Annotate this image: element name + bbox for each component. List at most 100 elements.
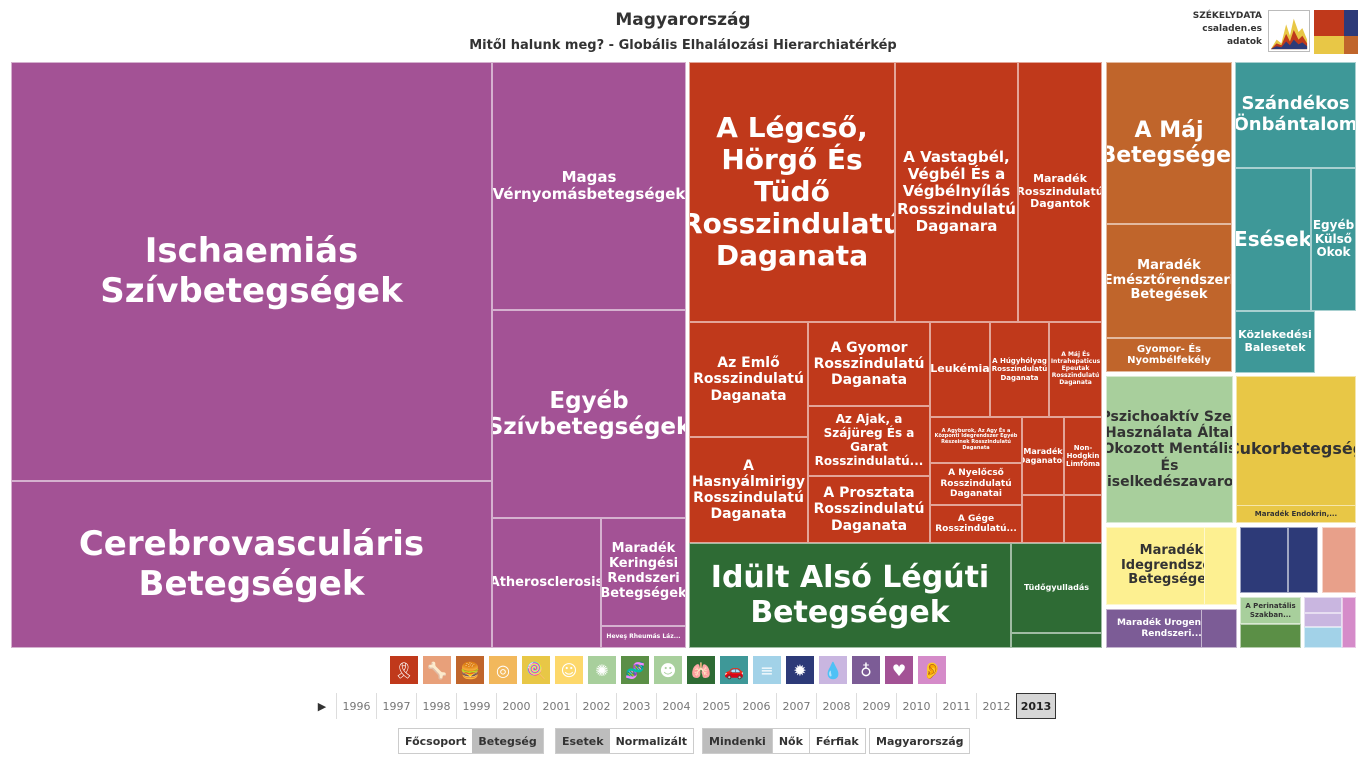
treemap-tile[interactable]: A Prosztata Rosszindulatú Daganata xyxy=(808,476,930,543)
year-button[interactable]: 2008 xyxy=(816,693,856,719)
year-button[interactable]: 2005 xyxy=(696,693,736,719)
car-icon[interactable]: 🚗 xyxy=(719,655,749,685)
ear-icon[interactable]: 👂 xyxy=(917,655,947,685)
treemap-tile[interactable]: Egyéb Szívbetegségek xyxy=(492,310,686,518)
treemap-small-tile[interactable] xyxy=(1304,597,1342,613)
list-icon[interactable]: ≡ xyxy=(752,655,782,685)
treemap-small-tile[interactable] xyxy=(1022,495,1064,543)
treemap-small-tile[interactable] xyxy=(1304,627,1342,648)
lollipop-icon[interactable]: 🍭 xyxy=(521,655,551,685)
brand-logo[interactable]: SZÉKELYDATA csaladen.es adatok xyxy=(1193,10,1358,54)
treemap-tile[interactable]: A Gyomor Rosszindulatú Daganata xyxy=(808,322,930,406)
toggle-focsoport[interactable]: Főcsoport xyxy=(405,734,467,748)
treemap-tile[interactable]: Atherosclerosis xyxy=(492,518,601,648)
kidney-icon[interactable]: ♁ xyxy=(851,655,881,685)
toggle-normalizalt[interactable]: Normalizált xyxy=(615,734,688,748)
treemap-tile[interactable]: Maradék Daganatok xyxy=(1022,417,1064,495)
year-button[interactable]: 2011 xyxy=(936,693,976,719)
treemap-tile[interactable]: Ischaemiás Szívbetegségek xyxy=(11,62,492,481)
microbe-icon[interactable]: ✹ xyxy=(785,655,815,685)
treemap-tile[interactable]: Tüdőgyulladás xyxy=(1011,543,1102,633)
treemap-tile[interactable]: Heveş Rheumás Láz... xyxy=(601,626,686,648)
toggle-ferfiak[interactable]: Férfiak xyxy=(808,729,865,753)
treemap-tile[interactable]: A Agyburok, Az Agy És a Központi Idegren… xyxy=(930,417,1022,463)
treemap-tile[interactable]: Az Ajak, a Szájüreg És a Garat Rosszindu… xyxy=(808,406,930,476)
treemap-small-tile[interactable] xyxy=(1064,495,1102,543)
treemap-tile[interactable]: Közlekedési Balesetek xyxy=(1235,311,1315,373)
treemap-tile[interactable]: Egyéb Külső Okok xyxy=(1311,168,1356,311)
treemap-tile[interactable]: Az Emlő Rosszindulatú Daganata xyxy=(689,322,808,437)
treemap-tile[interactable]: Idült Alsó Légúti Betegségek xyxy=(689,543,1011,648)
year-button[interactable]: 2013 xyxy=(1016,693,1056,719)
toggle-betegseg[interactable]: Betegség xyxy=(472,729,543,753)
burger-icon[interactable]: 🍔 xyxy=(455,655,485,685)
play-button[interactable]: ▶ xyxy=(308,693,336,719)
treemap-tile[interactable]: A Hasnyálmirigy Rosszindulatú Daganata xyxy=(689,437,808,543)
year-button[interactable]: 2002 xyxy=(576,693,616,719)
treemap-tile-label: Közlekedési Balesetek xyxy=(1238,328,1312,354)
treemap-tile[interactable]: Pszichoaktív Szer Használata Által Okozo… xyxy=(1106,376,1233,523)
country-select[interactable]: Magyarország ⌄ xyxy=(869,728,970,754)
treemap-tile[interactable]: Maradék Keringési Rendszeri Betegségek xyxy=(601,518,686,626)
year-button[interactable]: 1998 xyxy=(416,693,456,719)
treemap-tile[interactable]: Maradék Rosszindulatú Dagantok xyxy=(1018,62,1102,322)
year-button[interactable]: 2000 xyxy=(496,693,536,719)
treemap-tile[interactable]: A Máj És Intrahepaticus Epeutak Rosszind… xyxy=(1049,322,1102,417)
treemap-tile-label: Heveş Rheumás Láz... xyxy=(606,632,681,640)
heart-icon[interactable]: ♥ xyxy=(884,655,914,685)
treemap-tile[interactable]: Esések xyxy=(1235,168,1311,311)
smile-icon[interactable]: ☻ xyxy=(653,655,683,685)
treemap-tile[interactable]: Szándékos Önbántalom xyxy=(1235,62,1356,168)
treemap-tile-label: Non-Hodgkin Limfóma xyxy=(1066,443,1101,469)
year-button[interactable]: 2010 xyxy=(896,693,936,719)
treemap-tile[interactable]: Gyomor- És Nyombélfekély xyxy=(1106,338,1232,372)
head-icon[interactable]: ☺ xyxy=(554,655,584,685)
cells-icon[interactable]: ◎ xyxy=(488,655,518,685)
year-button[interactable]: 2003 xyxy=(616,693,656,719)
treemap-small-tile[interactable] xyxy=(1288,527,1318,593)
treemap-tile[interactable]: Cukorbetegség xyxy=(1236,376,1356,523)
treemap-tile[interactable]: A Légcső, Hörgő És Tüdő Rosszindulatú Da… xyxy=(689,62,895,322)
treemap-tile[interactable]: A Perinatális Szakban... xyxy=(1240,597,1301,624)
treemap-small-tile[interactable] xyxy=(1322,527,1356,593)
treemap-small-tile[interactable] xyxy=(1201,609,1237,648)
treemap-tile[interactable]: A Húgyhólyag Rosszindulatú Daganata xyxy=(990,322,1049,417)
year-button[interactable]: 2001 xyxy=(536,693,576,719)
treemap-small-tile[interactable] xyxy=(1204,527,1237,605)
treemap-tile[interactable]: Maradék Emésztőrendszeri Betegések xyxy=(1106,224,1232,338)
treemap-tile[interactable]: A Gége Rosszindulatú... xyxy=(930,505,1022,543)
treemap-tile[interactable]: A Vastagbél, Végbél És a Végbélnyílás Ro… xyxy=(895,62,1018,322)
ribbon-icon[interactable]: 🎗 xyxy=(389,655,419,685)
year-button[interactable]: 2007 xyxy=(776,693,816,719)
year-button[interactable]: 1996 xyxy=(336,693,376,719)
year-button[interactable]: 1997 xyxy=(376,693,416,719)
year-button[interactable]: 2006 xyxy=(736,693,776,719)
toggle-esetek[interactable]: Esetek xyxy=(556,729,610,753)
year-button[interactable]: 2012 xyxy=(976,693,1016,719)
virus-icon[interactable]: ✺ xyxy=(587,655,617,685)
treemap-tile[interactable]: Cerebrovasculáris Betegségek xyxy=(11,481,492,648)
treemap-tile[interactable]: Non-Hodgkin Limfóma xyxy=(1064,417,1102,495)
treemap-tile[interactable]: Magas Vérnyomásbetegségek xyxy=(492,62,686,310)
treemap-small-tile[interactable] xyxy=(1240,527,1288,593)
lungs-icon[interactable]: 🫁 xyxy=(686,655,716,685)
treemap-small-tile[interactable] xyxy=(1240,624,1301,648)
dna-icon[interactable]: 🧬 xyxy=(620,655,650,685)
bone-icon[interactable]: 🦴 xyxy=(422,655,452,685)
treemap-tile[interactable]: A Nyelőcső Rosszindulatú Daganatai xyxy=(930,463,1022,505)
toggle-mindenki[interactable]: Mindenki xyxy=(703,729,772,753)
drop-icon[interactable]: 💧 xyxy=(818,655,848,685)
treemap-tile-label: Egyéb Külső Okok xyxy=(1312,217,1355,260)
treemap-tile[interactable]: A Máj Betegségei xyxy=(1106,62,1232,224)
year-button[interactable]: 2009 xyxy=(856,693,896,719)
treemap-tile[interactable]: Leukémia xyxy=(930,322,990,417)
treemap-small-tile[interactable] xyxy=(1011,633,1102,648)
year-button[interactable]: 2004 xyxy=(656,693,696,719)
treemap-tile[interactable]: Maradék Endokrin,... xyxy=(1236,505,1356,523)
treemap-small-tile[interactable] xyxy=(1342,597,1356,648)
treemap-tile-label: Leukémia xyxy=(930,362,990,376)
treemap-tile-label: Maradék Idegrendszeri Betegségek xyxy=(1120,542,1223,588)
year-button[interactable]: 1999 xyxy=(456,693,496,719)
treemap-small-tile[interactable] xyxy=(1304,613,1342,627)
toggle-nok[interactable]: Nők xyxy=(771,729,809,753)
